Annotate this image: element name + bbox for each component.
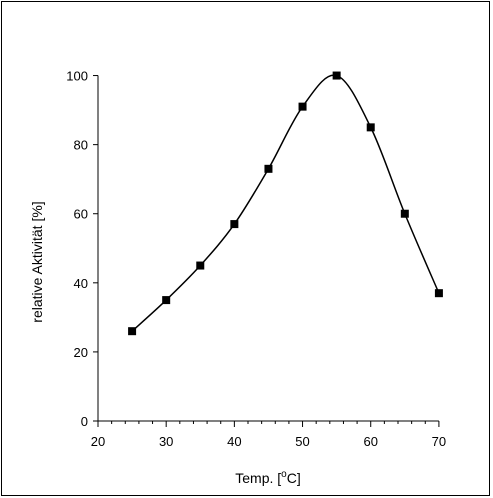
y-tick-label: 60 [74,207,88,222]
y-tick-label: 20 [74,345,88,360]
curve-layer [131,74,440,332]
y-axis-title: relative Aktivität [%] [29,201,45,322]
data-point [128,327,137,336]
data-point [332,71,341,80]
x-tick-label: 40 [227,434,241,449]
data-point [264,164,273,173]
data-point [434,289,443,298]
y-tick-label: 100 [66,69,88,84]
axes [93,75,440,427]
data-point [298,102,307,111]
data-point [400,209,409,218]
x-tick-label: 30 [159,434,173,449]
y-tick-label: 0 [81,414,88,429]
y-tick-label: 40 [74,276,88,291]
x-tick-label: 50 [295,434,309,449]
data-point [366,123,375,132]
x-tick-label: 20 [91,434,105,449]
x-tick-label: 70 [432,434,446,449]
x-axis-title: Temp. [oC] [235,469,300,486]
data-point [196,261,205,270]
y-tick-label: 80 [74,138,88,153]
series-line [131,74,440,332]
x-tick-label: 60 [363,434,377,449]
data-point [162,296,171,305]
marker-layer [128,71,443,336]
data-point [230,220,239,229]
